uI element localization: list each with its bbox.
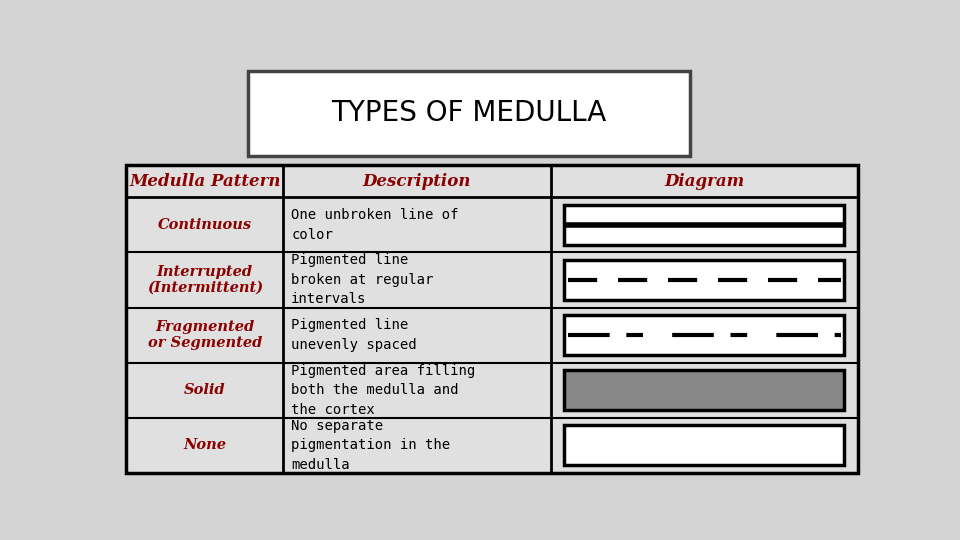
Text: Medulla Pattern: Medulla Pattern [129, 173, 280, 190]
Text: None: None [183, 438, 227, 453]
Bar [126, 165, 858, 473]
Bar [564, 426, 844, 465]
Text: Continuous: Continuous [157, 218, 252, 232]
Text: Pigmented area filling
both the medulla and
the cortex: Pigmented area filling both the medulla … [291, 364, 475, 417]
Text: Diagram: Diagram [664, 173, 744, 190]
Text: Solid: Solid [184, 383, 226, 397]
Bar [126, 165, 858, 473]
Bar [564, 260, 844, 300]
Bar [564, 370, 844, 410]
Text: Description: Description [363, 173, 471, 190]
Text: One unbroken line of
color: One unbroken line of color [291, 208, 459, 241]
Text: Fragmented
or Segmented: Fragmented or Segmented [148, 320, 262, 350]
Text: Pigmented line
broken at regular
intervals: Pigmented line broken at regular interva… [291, 253, 434, 306]
Bar [564, 205, 844, 245]
Text: Interrupted
(Intermittent): Interrupted (Intermittent) [147, 265, 263, 295]
Text: TYPES OF MEDULLA: TYPES OF MEDULLA [331, 99, 607, 127]
Text: No separate
pigmentation in the
medulla: No separate pigmentation in the medulla [291, 419, 450, 472]
Bar [564, 315, 844, 355]
Text: Pigmented line
unevenly spaced: Pigmented line unevenly spaced [291, 318, 417, 352]
Bar [248, 71, 689, 156]
